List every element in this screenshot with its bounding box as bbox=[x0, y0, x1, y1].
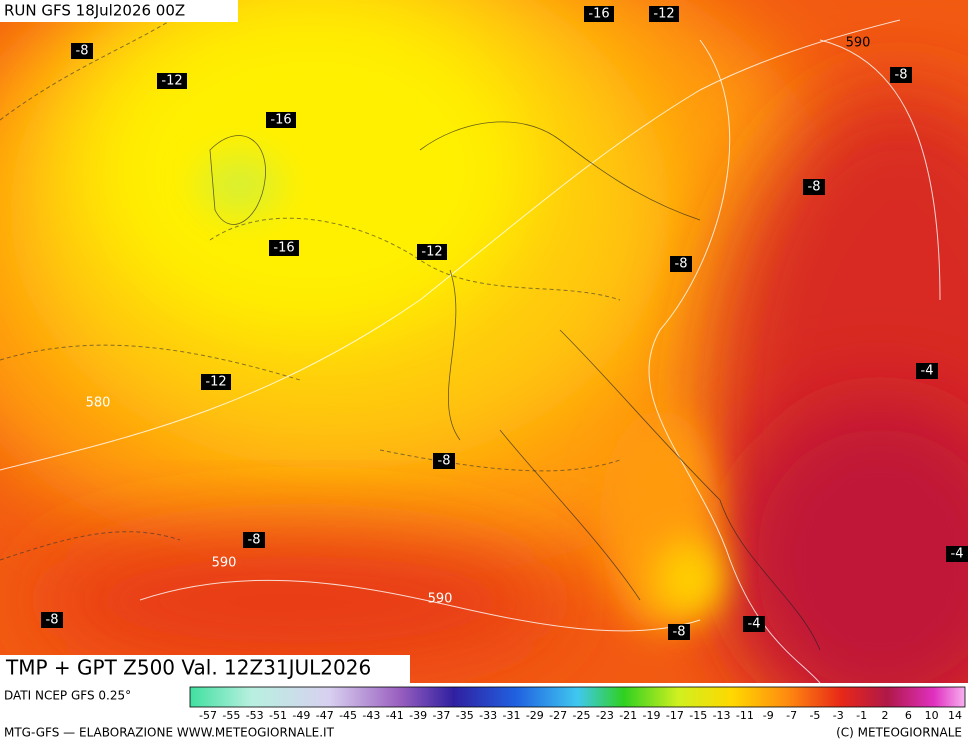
temperature-label: -16 bbox=[588, 7, 609, 22]
copyright-label: (C) METEOGIORNALE bbox=[836, 726, 962, 740]
colorbar-tick-label: -49 bbox=[292, 709, 310, 722]
colorbar-tick-label: -51 bbox=[269, 709, 287, 722]
temperature-label: -8 bbox=[76, 44, 89, 59]
temperature-label: -8 bbox=[895, 68, 908, 83]
source-label: DATI NCEP GFS 0.25° bbox=[4, 689, 131, 703]
colorbar-tick-label: -3 bbox=[833, 709, 844, 722]
colorbar-tick-label: -21 bbox=[619, 709, 637, 722]
run-label: RUN GFS 18Jul2026 00Z bbox=[4, 2, 185, 20]
temperature-label-box bbox=[243, 532, 265, 548]
temperature-label-box bbox=[890, 67, 912, 83]
colorbar-tick-label: -55 bbox=[222, 709, 240, 722]
colorbar-tick-label: -15 bbox=[689, 709, 707, 722]
temperature-label-box bbox=[743, 616, 765, 632]
colorbar-tick-label: -35 bbox=[456, 709, 474, 722]
colorbar-tick-label: -45 bbox=[339, 709, 357, 722]
temperature-label-box bbox=[803, 179, 825, 195]
temperature-label-box bbox=[670, 256, 692, 272]
temperature-label: -4 bbox=[748, 617, 761, 632]
colorbar-tick-label: -29 bbox=[526, 709, 544, 722]
temperature-label-box bbox=[266, 112, 296, 128]
temperature-label: -8 bbox=[46, 613, 59, 628]
colorbar-tick-label: -13 bbox=[713, 709, 731, 722]
temperature-label: -12 bbox=[421, 245, 442, 260]
colorbar-tick-label: -53 bbox=[246, 709, 264, 722]
colorbar-ticks: -57 -55 -53 -51 -49 -47 -45 -43 -41 -39 -37 -35 -33-… bbox=[199, 709, 962, 722]
colorbar-tick-label: -47 bbox=[316, 709, 334, 722]
temperature-label: -16 bbox=[273, 241, 294, 256]
colorbar-tick-label: 10 bbox=[925, 709, 939, 722]
temperature-label: -4 bbox=[951, 547, 964, 562]
colorbar-tick-label: -9 bbox=[763, 709, 774, 722]
temperature-label-box bbox=[916, 363, 938, 379]
colorbar-tick-label: -43 bbox=[362, 709, 380, 722]
temperature-label: -12 bbox=[161, 74, 182, 89]
colorbar-tick-label: -17 bbox=[666, 709, 684, 722]
temperature-label-box bbox=[433, 453, 455, 469]
temperature-label-box bbox=[269, 240, 299, 256]
colorbar-tick-label: -27 bbox=[549, 709, 567, 722]
temperature-label-box bbox=[668, 624, 690, 640]
colorbar-tick-label: -5 bbox=[809, 709, 820, 722]
temperature-label: -8 bbox=[248, 533, 261, 548]
map-title: TMP + GPT Z500 Val. 12Z31JUL2026 bbox=[5, 656, 371, 680]
colorbar-tick-label: -25 bbox=[573, 709, 591, 722]
colorbar-tick-label: -33 bbox=[479, 709, 497, 722]
colorbar-tick-label: -41 bbox=[386, 709, 404, 722]
colorbar-tick-label: -31 bbox=[502, 709, 520, 722]
credit-label: MTG-GFS — ELABORAZIONE WWW.METEOGIORNALE… bbox=[4, 726, 335, 740]
temperature-label: -8 bbox=[673, 625, 686, 640]
temperature-label-box bbox=[157, 73, 187, 89]
temperature-label-box bbox=[201, 374, 231, 390]
contour-labels: -8 -12 -16 -16 -12 -8 -8 -16 -12 -8 -12 -4 -8 -8 -4 -8 -… bbox=[41, 6, 968, 640]
colorbar-tick-label: -19 bbox=[643, 709, 661, 722]
colorbar-tick-label: -39 bbox=[409, 709, 427, 722]
colorbar-tick-label: -11 bbox=[736, 709, 754, 722]
colorbar-tick-label: 14 bbox=[948, 709, 962, 722]
title-box bbox=[0, 655, 410, 683]
colorbar-tick-label: -1 bbox=[856, 709, 867, 722]
temperature-label-box bbox=[649, 6, 679, 22]
colorbar-tick-label: -23 bbox=[596, 709, 614, 722]
temperature-label-box bbox=[71, 43, 93, 59]
temperature-label: -4 bbox=[921, 364, 934, 379]
temperature-label: -8 bbox=[438, 454, 451, 469]
temperature-label-box bbox=[946, 546, 968, 562]
colorbar-tick-label: -37 bbox=[432, 709, 450, 722]
height-label: 590 bbox=[846, 36, 871, 51]
height-label: 590 bbox=[428, 592, 453, 607]
temperature-label: -12 bbox=[653, 7, 674, 22]
colorbar-tick-label: 2 bbox=[881, 709, 888, 722]
temperature-label-box bbox=[417, 244, 447, 260]
temperature-label: -8 bbox=[808, 180, 821, 195]
height-label: 590 bbox=[212, 556, 237, 571]
temperature-label: -12 bbox=[205, 375, 226, 390]
colorbar bbox=[189, 686, 966, 708]
temperature-label: -16 bbox=[270, 113, 291, 128]
colorbar-tick-label: -57 bbox=[199, 709, 217, 722]
height-label: 580 bbox=[86, 396, 111, 411]
temperature-label-box bbox=[41, 612, 63, 628]
temperature-label-box bbox=[584, 6, 614, 22]
temperature-label: -8 bbox=[675, 257, 688, 272]
run-box bbox=[0, 0, 238, 22]
colorbar-tick-label: -7 bbox=[786, 709, 797, 722]
colorbar-tick-label: 6 bbox=[905, 709, 912, 722]
